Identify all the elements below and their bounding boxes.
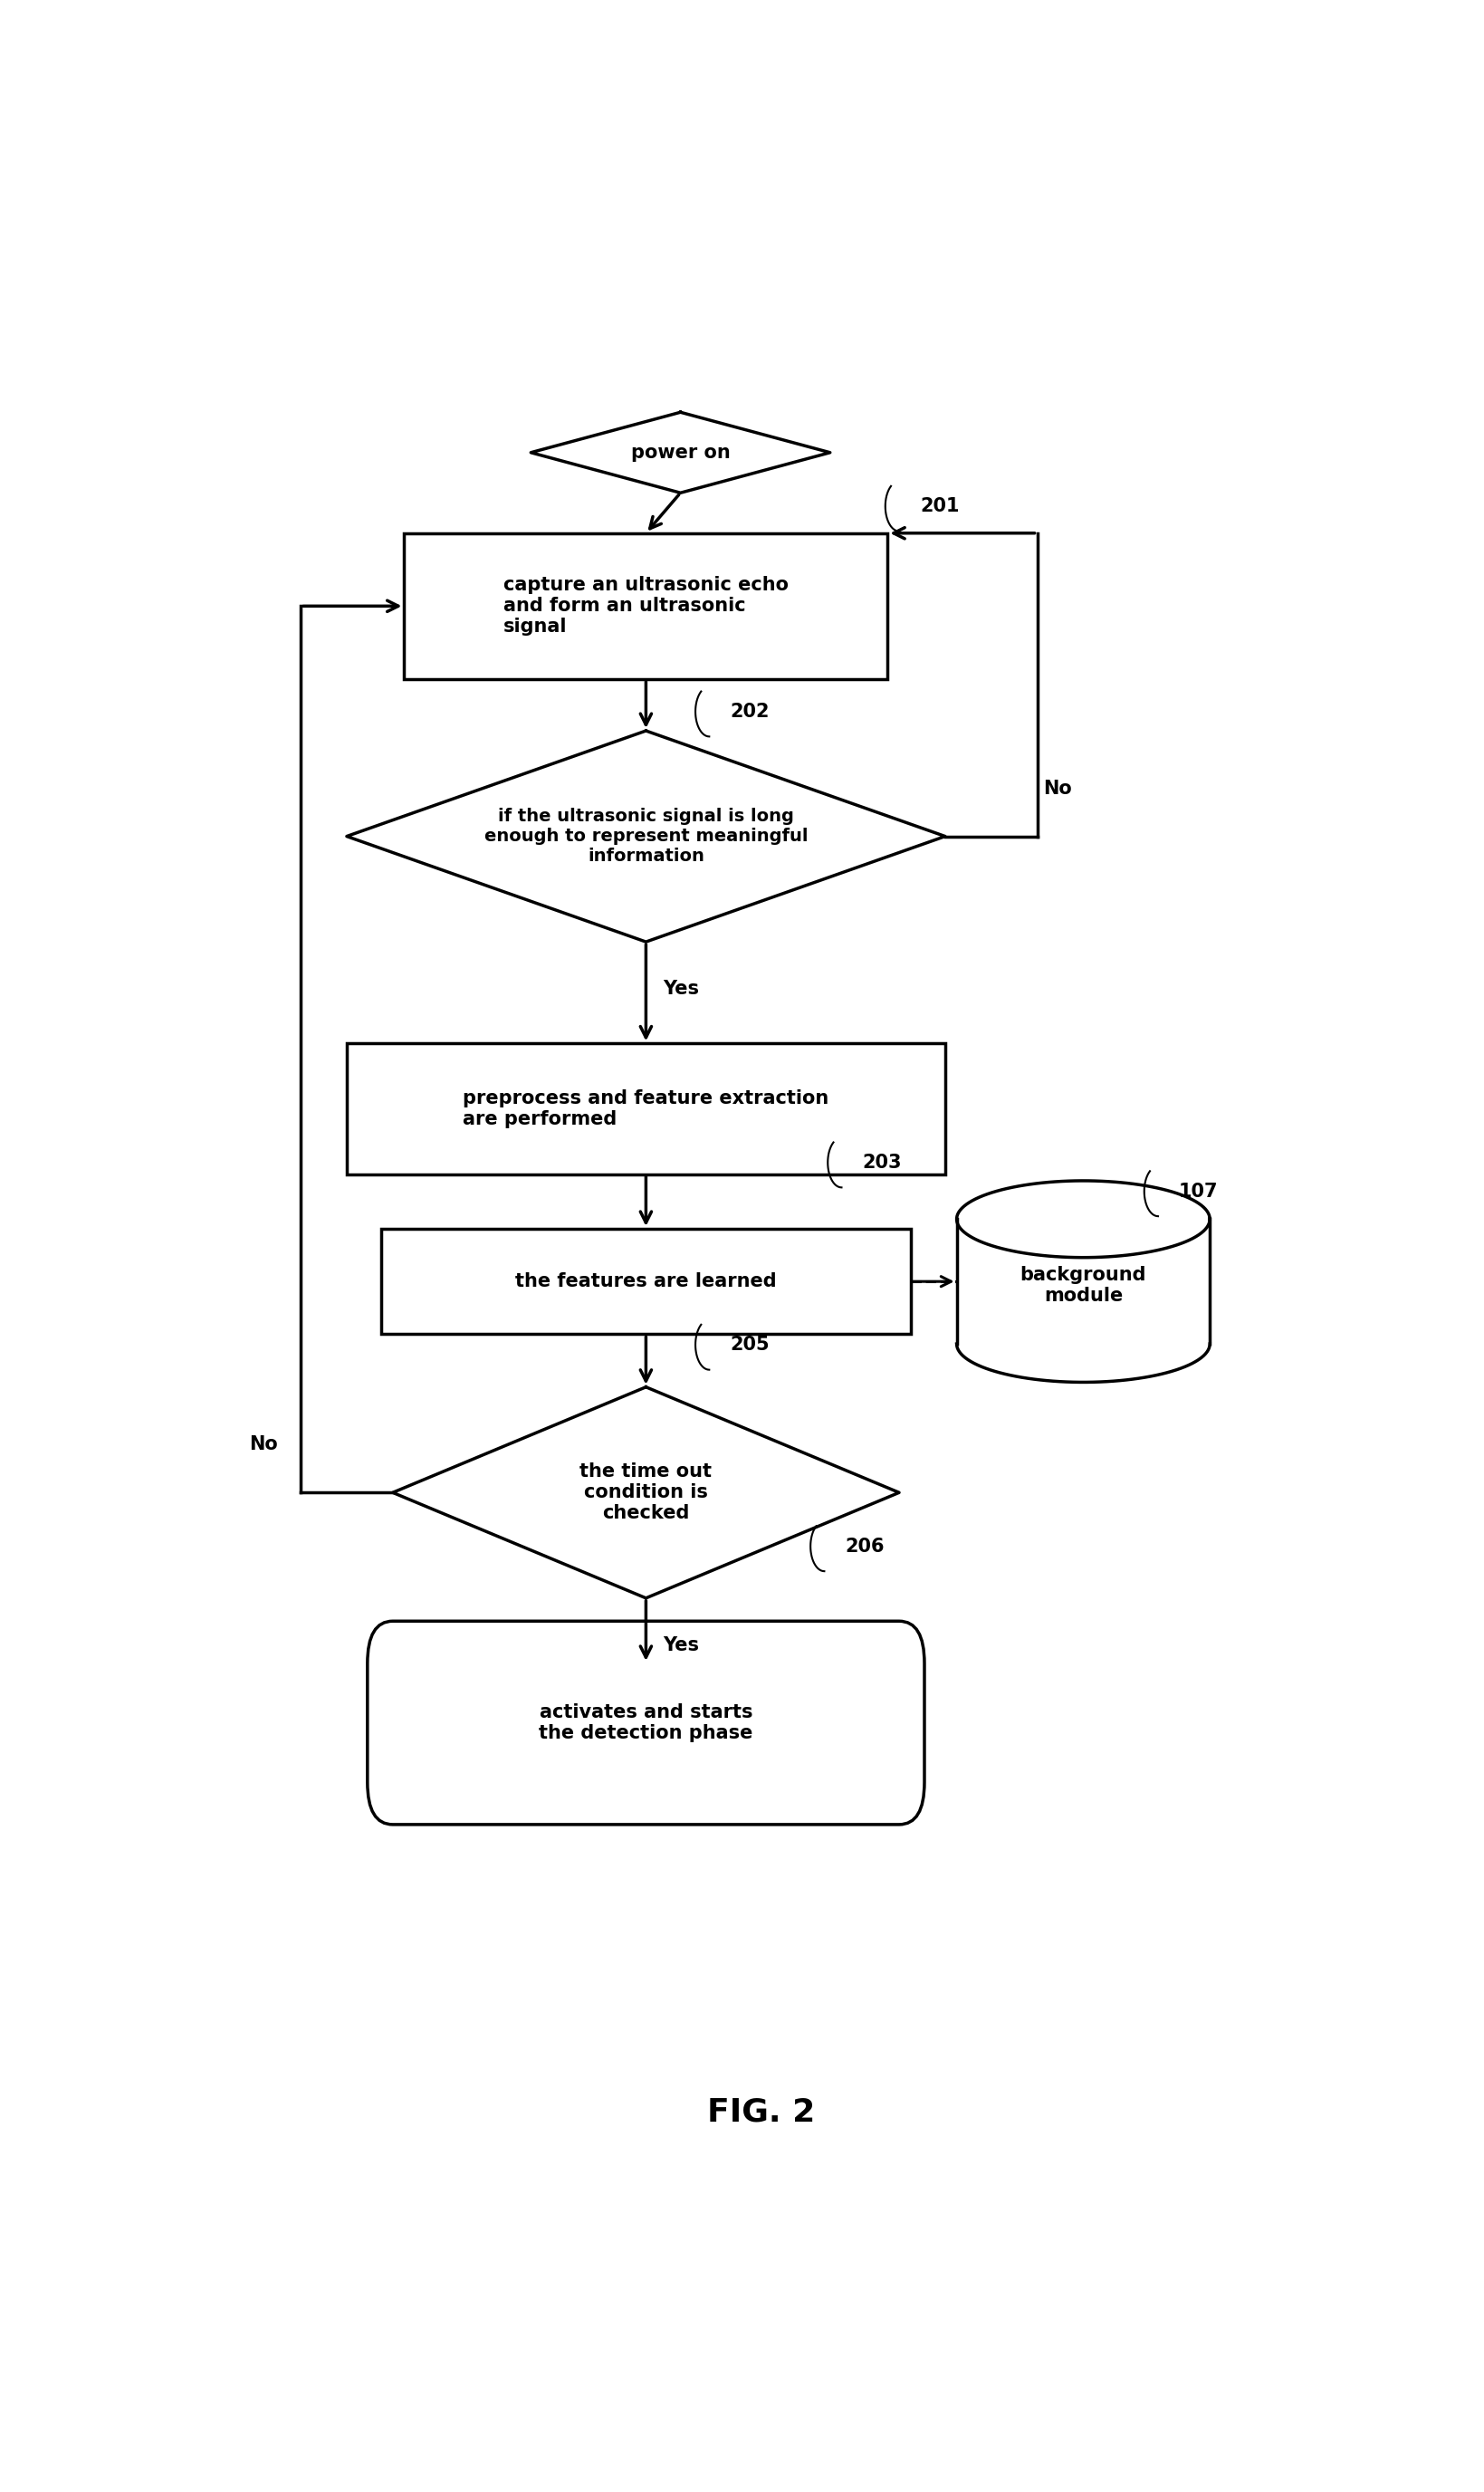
Polygon shape [392, 1388, 899, 1597]
Text: Yes: Yes [663, 979, 699, 999]
FancyBboxPatch shape [381, 1229, 910, 1333]
Text: if the ultrasonic signal is long
enough to represent meaningful
information: if the ultrasonic signal is long enough … [484, 807, 807, 865]
Text: Yes: Yes [663, 1637, 699, 1655]
Text: background
module: background module [1020, 1266, 1146, 1306]
Polygon shape [531, 411, 830, 493]
Text: preprocess and feature extraction
are performed: preprocess and feature extraction are pe… [463, 1089, 828, 1129]
Text: 206: 206 [844, 1538, 884, 1555]
FancyBboxPatch shape [367, 1622, 925, 1824]
Text: the time out
condition is
checked: the time out condition is checked [579, 1463, 712, 1523]
Bar [956, 1219, 1209, 1343]
Text: FIG. 2: FIG. 2 [706, 2096, 815, 2128]
FancyBboxPatch shape [404, 533, 887, 678]
Polygon shape [347, 730, 945, 942]
Text: No: No [249, 1435, 278, 1453]
Text: 107: 107 [1178, 1181, 1217, 1201]
Text: activates and starts
the detection phase: activates and starts the detection phase [539, 1702, 752, 1742]
Text: 203: 203 [862, 1154, 901, 1171]
Text: power on: power on [631, 444, 730, 461]
Text: the features are learned: the features are learned [515, 1273, 776, 1291]
Text: 201: 201 [919, 498, 959, 516]
Text: 205: 205 [730, 1336, 769, 1353]
Text: 202: 202 [730, 703, 769, 720]
FancyBboxPatch shape [347, 1044, 945, 1174]
Polygon shape [956, 1181, 1209, 1258]
Text: capture an ultrasonic echo
and form an ultrasonic
signal: capture an ultrasonic echo and form an u… [503, 576, 788, 635]
Text: No: No [1042, 780, 1071, 797]
